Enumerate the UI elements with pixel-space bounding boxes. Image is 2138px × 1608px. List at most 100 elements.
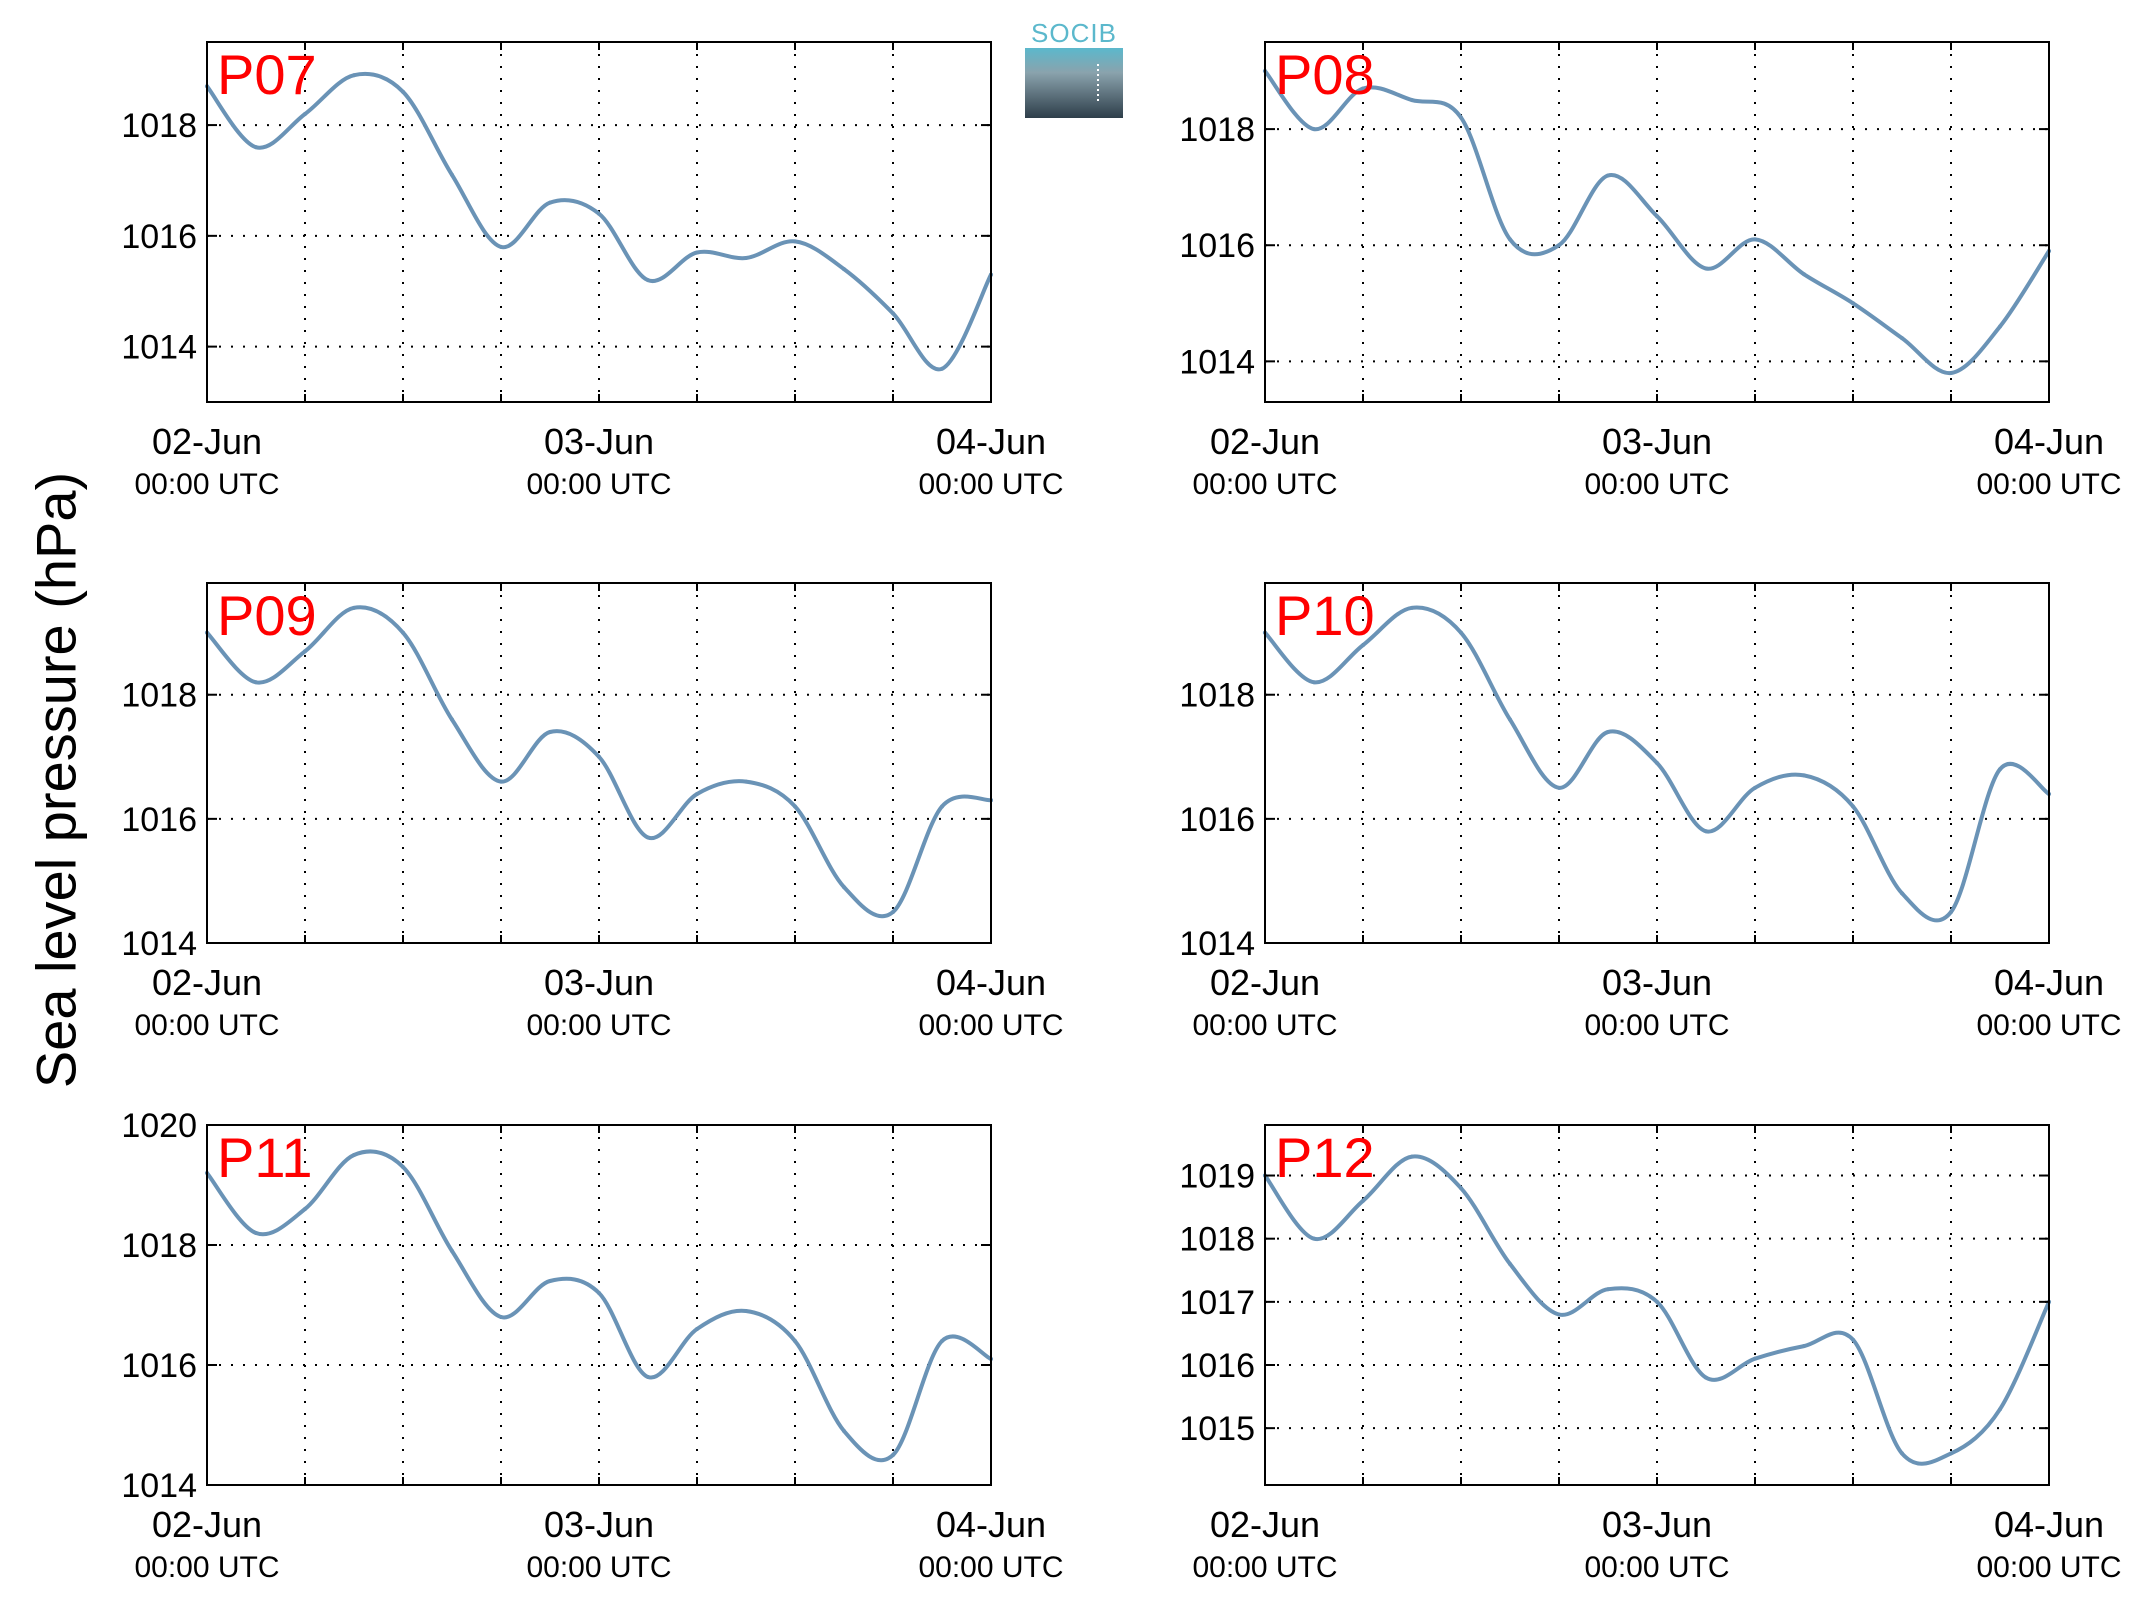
data-point [499, 1315, 503, 1319]
data-point [352, 73, 356, 78]
x-tick-label: 02-Jun [1210, 1504, 1320, 1545]
data-point [1851, 804, 1855, 809]
data-point [1606, 1287, 1610, 1292]
data-point [1851, 1337, 1855, 1342]
station-label: P10 [1275, 584, 1375, 647]
data-point [842, 267, 846, 272]
chart-panel-p08: 1014 1016 1018 02-Jun 00:00 UTC 03-Jun 00:00 U… [1179, 41, 2122, 501]
data-point [1998, 324, 2002, 329]
data-point [1361, 1198, 1365, 1203]
x-tick-label: 03-Jun [544, 1504, 654, 1545]
y-tick-label: 1014 [121, 329, 197, 367]
data-point [548, 200, 552, 205]
data-point [450, 1249, 454, 1253]
data-point [1900, 336, 1904, 341]
axes-frame [206, 41, 992, 403]
data-point [303, 649, 307, 654]
data-point [548, 1279, 552, 1283]
data-point [1361, 643, 1365, 648]
data-point [695, 250, 699, 255]
x-tick-label: 04-Jun [1994, 1504, 2104, 1545]
data-point [1949, 1451, 1953, 1456]
data-point [1655, 1299, 1659, 1304]
data-point [1802, 272, 1806, 277]
data-point [1704, 1375, 1708, 1380]
x-tick-sublabel: 00:00 UTC [1584, 1009, 1729, 1042]
y-tick-label: 1018 [1179, 1221, 1255, 1259]
data-point [548, 729, 552, 734]
x-tick-label: 02-Jun [1210, 421, 1320, 462]
x-tick-sublabel: 00:00 UTC [1192, 1009, 1337, 1042]
x-tick-label: 02-Jun [1210, 962, 1320, 1003]
data-point [1459, 1186, 1463, 1191]
station-label: P09 [217, 584, 317, 647]
data-point [1704, 829, 1708, 834]
y-tick-label: 1018 [121, 107, 197, 145]
data-point [254, 680, 258, 685]
series-line [205, 605, 993, 919]
data-point [1704, 266, 1708, 271]
chart-svg: 1014 1016 1018 02-Jun 00:00 UTC 03-Jun 00:00 U… [1179, 582, 2122, 1042]
x-tick-sublabel: 00:00 UTC [1192, 468, 1337, 501]
data-point [891, 909, 895, 914]
y-tick-label: 1016 [121, 1347, 197, 1385]
data-point [1998, 1407, 2002, 1412]
data-point [1998, 767, 2002, 772]
x-tick-label: 04-Jun [1994, 421, 2104, 462]
data-point [940, 804, 944, 809]
axes-frame [1264, 582, 2050, 944]
data-point [597, 754, 601, 759]
y-tick-label: 1020 [121, 1107, 197, 1145]
data-point [352, 605, 356, 610]
data-point [254, 145, 258, 150]
chart-svg: 1014 1016 1018 02-Jun 00:00 UTC 03-Jun 00:00 U… [1179, 41, 2122, 501]
chart-svg: 1014 1016 1018 02-Jun 00:00 UTC 03-Jun 00:00 U… [121, 582, 1064, 1042]
data-point [1312, 1236, 1316, 1241]
data-point [1949, 909, 1953, 914]
y-tick-label: 1014 [121, 925, 197, 963]
station-label: P08 [1275, 43, 1375, 106]
chart-svg: 1014 1016 1018 1020 02-Jun 00:00 UTC 03-Jun 00:… [121, 1107, 1063, 1584]
data-point [499, 779, 503, 784]
data-point [1312, 127, 1316, 132]
data-point [1753, 785, 1757, 790]
x-tick-sublabel: 00:00 UTC [918, 468, 1063, 501]
axes-frame [206, 582, 992, 944]
x-tick-label: 04-Jun [1994, 962, 2104, 1003]
chart-panel-p09: 1014 1016 1018 02-Jun 00:00 UTC 03-Jun 00:00 U… [121, 582, 1064, 1042]
x-tick-label: 02-Jun [152, 421, 262, 462]
data-point [1802, 773, 1806, 778]
x-tick-sublabel: 00:00 UTC [918, 1551, 1063, 1584]
data-point [401, 1165, 405, 1169]
data-point [1361, 86, 1365, 91]
y-tick-label: 1019 [1179, 1158, 1255, 1196]
axes-frame [1264, 41, 2050, 403]
chart-panel-p12: 1015 1016 1017 1018 1019 02-Jun 00:00 UTC 03-Ju… [1179, 1124, 2122, 1584]
data-point [1410, 605, 1414, 610]
x-tick-label: 04-Jun [936, 1504, 1046, 1545]
y-tick-label: 1015 [1179, 1410, 1255, 1448]
data-point [1557, 243, 1561, 248]
data-point [1312, 680, 1316, 685]
data-point [695, 792, 699, 797]
series-line [205, 1149, 993, 1463]
data-point [450, 717, 454, 722]
data-point [1606, 729, 1610, 734]
x-tick-sublabel: 00:00 UTC [1976, 468, 2121, 501]
data-point [1900, 891, 1904, 896]
chart-panel-p07: 1014 1016 1018 02-Jun 00:00 UTC 03-Jun 00:00 U… [121, 41, 1064, 501]
data-point [499, 244, 503, 249]
y-tick-label: 1017 [1179, 1284, 1255, 1322]
data-point [1508, 1261, 1512, 1266]
data-point [842, 885, 846, 890]
x-tick-sublabel: 00:00 UTC [526, 468, 671, 501]
data-point [891, 1453, 895, 1457]
chart-panel-p11: 1014 1016 1018 1020 02-Jun 00:00 UTC 03-Jun 00:… [121, 1107, 1063, 1584]
x-tick-label: 03-Jun [544, 962, 654, 1003]
data-point [842, 1429, 846, 1433]
data-point [793, 1339, 797, 1343]
y-tick-label: 1016 [1179, 801, 1255, 839]
chart-svg: 1015 1016 1017 1018 1019 02-Jun 00:00 UTC 03-Ju… [1179, 1124, 2122, 1584]
x-tick-sublabel: 00:00 UTC [1976, 1551, 2121, 1584]
y-tick-label: 1018 [1179, 677, 1255, 715]
